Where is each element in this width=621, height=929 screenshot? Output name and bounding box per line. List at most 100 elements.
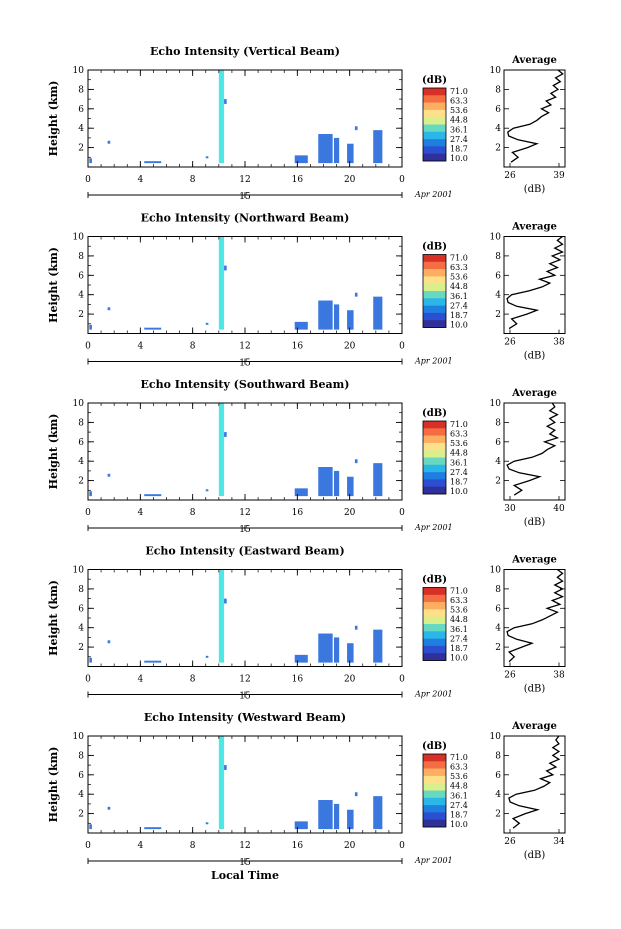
chart-title: Echo Intensity (Southward Beam) [141,378,350,391]
echo-region-2 [89,491,92,497]
echo-region-11 [373,463,383,497]
average-frame [503,735,566,834]
colorbar-frame [422,420,447,495]
echo-region-1 [224,598,227,604]
colorbar-swatch [423,305,446,314]
x-tick-label: 8 [190,342,196,352]
echo-region-0 [218,736,225,830]
x-tick-label: 12 [239,675,250,685]
x-tick-label: 16 [292,342,304,352]
x-tick-label: 20 [344,841,356,851]
y-tick-label: 4 [78,124,84,134]
x-tick-label: 12 [239,841,250,851]
x-tick-label: 4 [137,841,143,851]
colorbar-tick-label: 63.3 [450,430,468,439]
colorbar-swatch [423,146,446,154]
echo-region-10 [354,625,358,630]
date-tick-label: 15 [239,692,251,702]
colorbar-tick-label: 27.4 [450,301,468,310]
colorbar-swatch [423,298,446,306]
x-tick-label: 12 [239,342,250,352]
colorbar-frame [422,254,447,328]
y-axis-label: Height (km) [47,580,60,656]
average-title: Average [511,555,557,566]
average-x-tick-label: 39 [553,171,565,181]
echo-region-8 [333,470,340,497]
y-tick-label: 6 [78,271,84,281]
colorbar-swatch [423,320,446,328]
colorbar-tick-label: 44.8 [450,116,468,125]
colorbar-swatch [423,790,446,799]
echo-region-11 [373,296,383,330]
y-tick-label: 6 [78,604,84,614]
y-axis-label: Height (km) [47,247,60,323]
echo-region-1 [224,99,227,104]
colorbar-swatch [423,768,446,777]
y-tick-label: 2 [78,643,84,653]
date-label: Apr 2001 [414,856,453,865]
echo-region-5 [205,822,209,825]
echo-region-3 [107,307,111,311]
echo-region-5 [205,655,209,658]
y-tick-label: 8 [78,751,84,761]
date-label: Apr 2001 [414,357,453,366]
colorbar-swatch [423,109,446,118]
colorbar-swatch [423,486,446,495]
colorbar-swatch [423,638,446,647]
colorbar-swatch [423,594,446,603]
colorbar-swatch [423,283,446,292]
average-y-tick-label: 4 [495,291,501,301]
x-tick-label: 0 [399,675,405,685]
chart-title: Echo Intensity (Eastward Beam) [145,545,344,558]
colorbar-swatch [423,761,446,769]
colorbar-swatch [423,153,446,162]
average-x-tick-label: 34 [553,837,565,847]
colorbar-swatch [423,775,446,784]
x-tick-label: 20 [344,342,356,352]
y-tick-label: 8 [78,418,84,428]
colorbar-tick-label: 36.1 [450,791,468,800]
date-tick-label: 15 [239,525,251,535]
echo-region-11 [373,130,383,164]
x-tick-label: 4 [137,508,143,518]
colorbar-unit: (dB) [422,741,447,752]
average-y-tick-label: 8 [495,418,501,428]
colorbar-tick-label: 63.3 [450,97,468,106]
colorbar-tick-label: 71.0 [450,254,468,263]
average-y-tick-label: 6 [495,271,501,281]
y-tick-label: 10 [73,566,85,576]
colorbar-swatch [423,312,446,321]
colorbar-tick-label: 27.4 [450,801,468,810]
echo-region-6 [294,321,308,330]
colorbar-swatch [423,587,446,596]
plot-frame [87,402,403,501]
y-tick-label: 10 [73,66,85,76]
average-profile-line [506,568,565,663]
plot-frame [87,569,403,667]
y-axis-label: Height (km) [47,747,60,823]
x-tick-label: 20 [344,675,356,685]
average-x-tick-label: 38 [553,671,565,681]
colorbar-swatch [423,88,446,96]
average-title: Average [511,222,557,233]
colorbar-swatch [423,102,446,111]
y-tick-label: 4 [78,457,84,467]
echo-region-9 [347,310,354,330]
x-tick-label: 16 [292,675,304,685]
y-axis-label: Height (km) [47,81,60,157]
colorbar-tick-label: 44.8 [450,282,468,291]
colorbar-tick-label: 36.1 [450,458,468,467]
date-label: Apr 2001 [414,523,453,532]
y-tick-label: 10 [73,399,85,409]
colorbar-swatch [423,797,446,806]
echo-region-0 [218,403,225,497]
y-tick-label: 8 [78,252,84,262]
colorbar-swatch [423,631,446,639]
colorbar-tick-label: 44.8 [450,782,468,791]
echo-region-9 [347,809,354,830]
y-tick-label: 8 [78,85,84,95]
echo-region-8 [333,803,340,830]
colorbar-swatch [423,450,446,458]
colorbar-tick-label: 53.6 [450,772,468,781]
